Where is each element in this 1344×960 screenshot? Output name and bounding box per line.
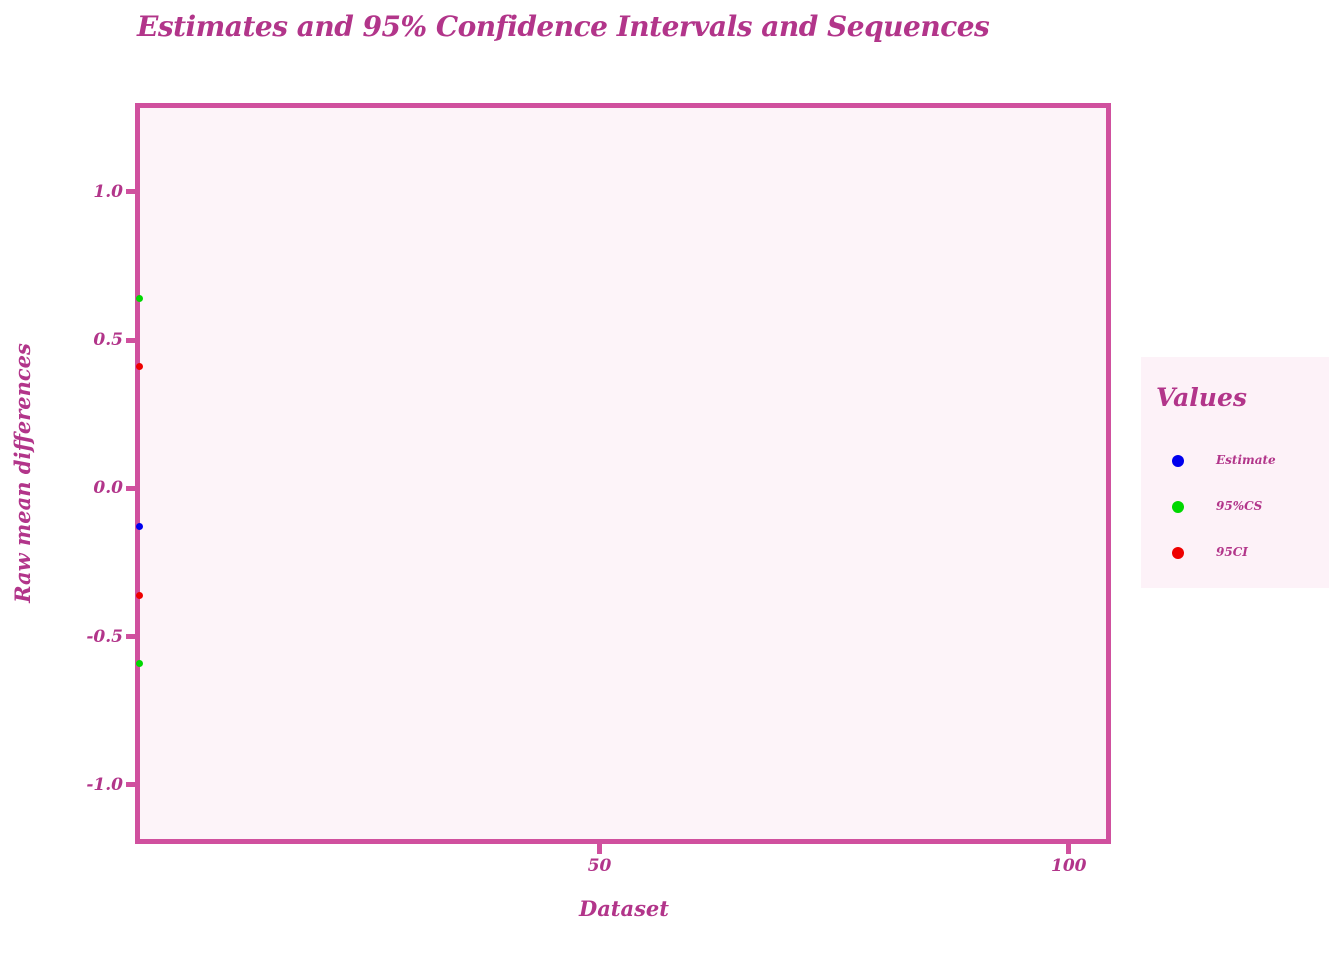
legend-entry-label: 95%CS — [1216, 499, 1263, 513]
x-axis-tick — [597, 844, 603, 854]
legend: Values Estimate 95%CS 95CI — [1141, 357, 1329, 588]
x-axis-title: Dataset — [578, 896, 669, 921]
y-axis-tick — [126, 189, 136, 195]
data-point-95-cs — [136, 295, 144, 303]
legend-swatch-icon — [1172, 455, 1184, 467]
legend-entry: 95%CS — [1141, 497, 1329, 517]
y-axis-tick — [126, 485, 136, 491]
x-axis-tick-label: 100 — [1051, 856, 1087, 876]
data-point-95-cs — [136, 659, 144, 667]
y-axis-tick-label: 0.5 — [93, 330, 123, 351]
data-point-estimate — [136, 523, 144, 531]
x-axis-tick — [1066, 844, 1072, 854]
chart-title: Estimates and 95% Confidence Intervals a… — [137, 10, 990, 43]
y-axis-tick — [126, 782, 136, 788]
legend-entry-label: 95CI — [1216, 545, 1248, 559]
y-axis-tick — [126, 634, 136, 640]
y-axis-tick-label: -1.0 — [86, 774, 123, 795]
data-point-95ci — [136, 363, 144, 371]
legend-entry: 95CI — [1141, 543, 1329, 563]
data-point-95ci — [136, 591, 144, 599]
y-axis-tick — [126, 337, 136, 343]
legend-title: Values — [1156, 383, 1247, 412]
y-axis-tick-label: 0.0 — [93, 478, 123, 499]
legend-swatch-icon — [1172, 547, 1184, 559]
legend-entry: Estimate — [1141, 451, 1329, 471]
plot-area — [135, 103, 1111, 844]
legend-swatch-icon — [1172, 501, 1184, 513]
x-axis-tick-label: 50 — [587, 856, 612, 876]
y-axis-tick-label: 1.0 — [93, 181, 123, 202]
y-axis-title: Raw mean differences — [10, 343, 35, 603]
y-axis-tick-label: -0.5 — [86, 626, 123, 647]
legend-entry-label: Estimate — [1216, 453, 1276, 467]
